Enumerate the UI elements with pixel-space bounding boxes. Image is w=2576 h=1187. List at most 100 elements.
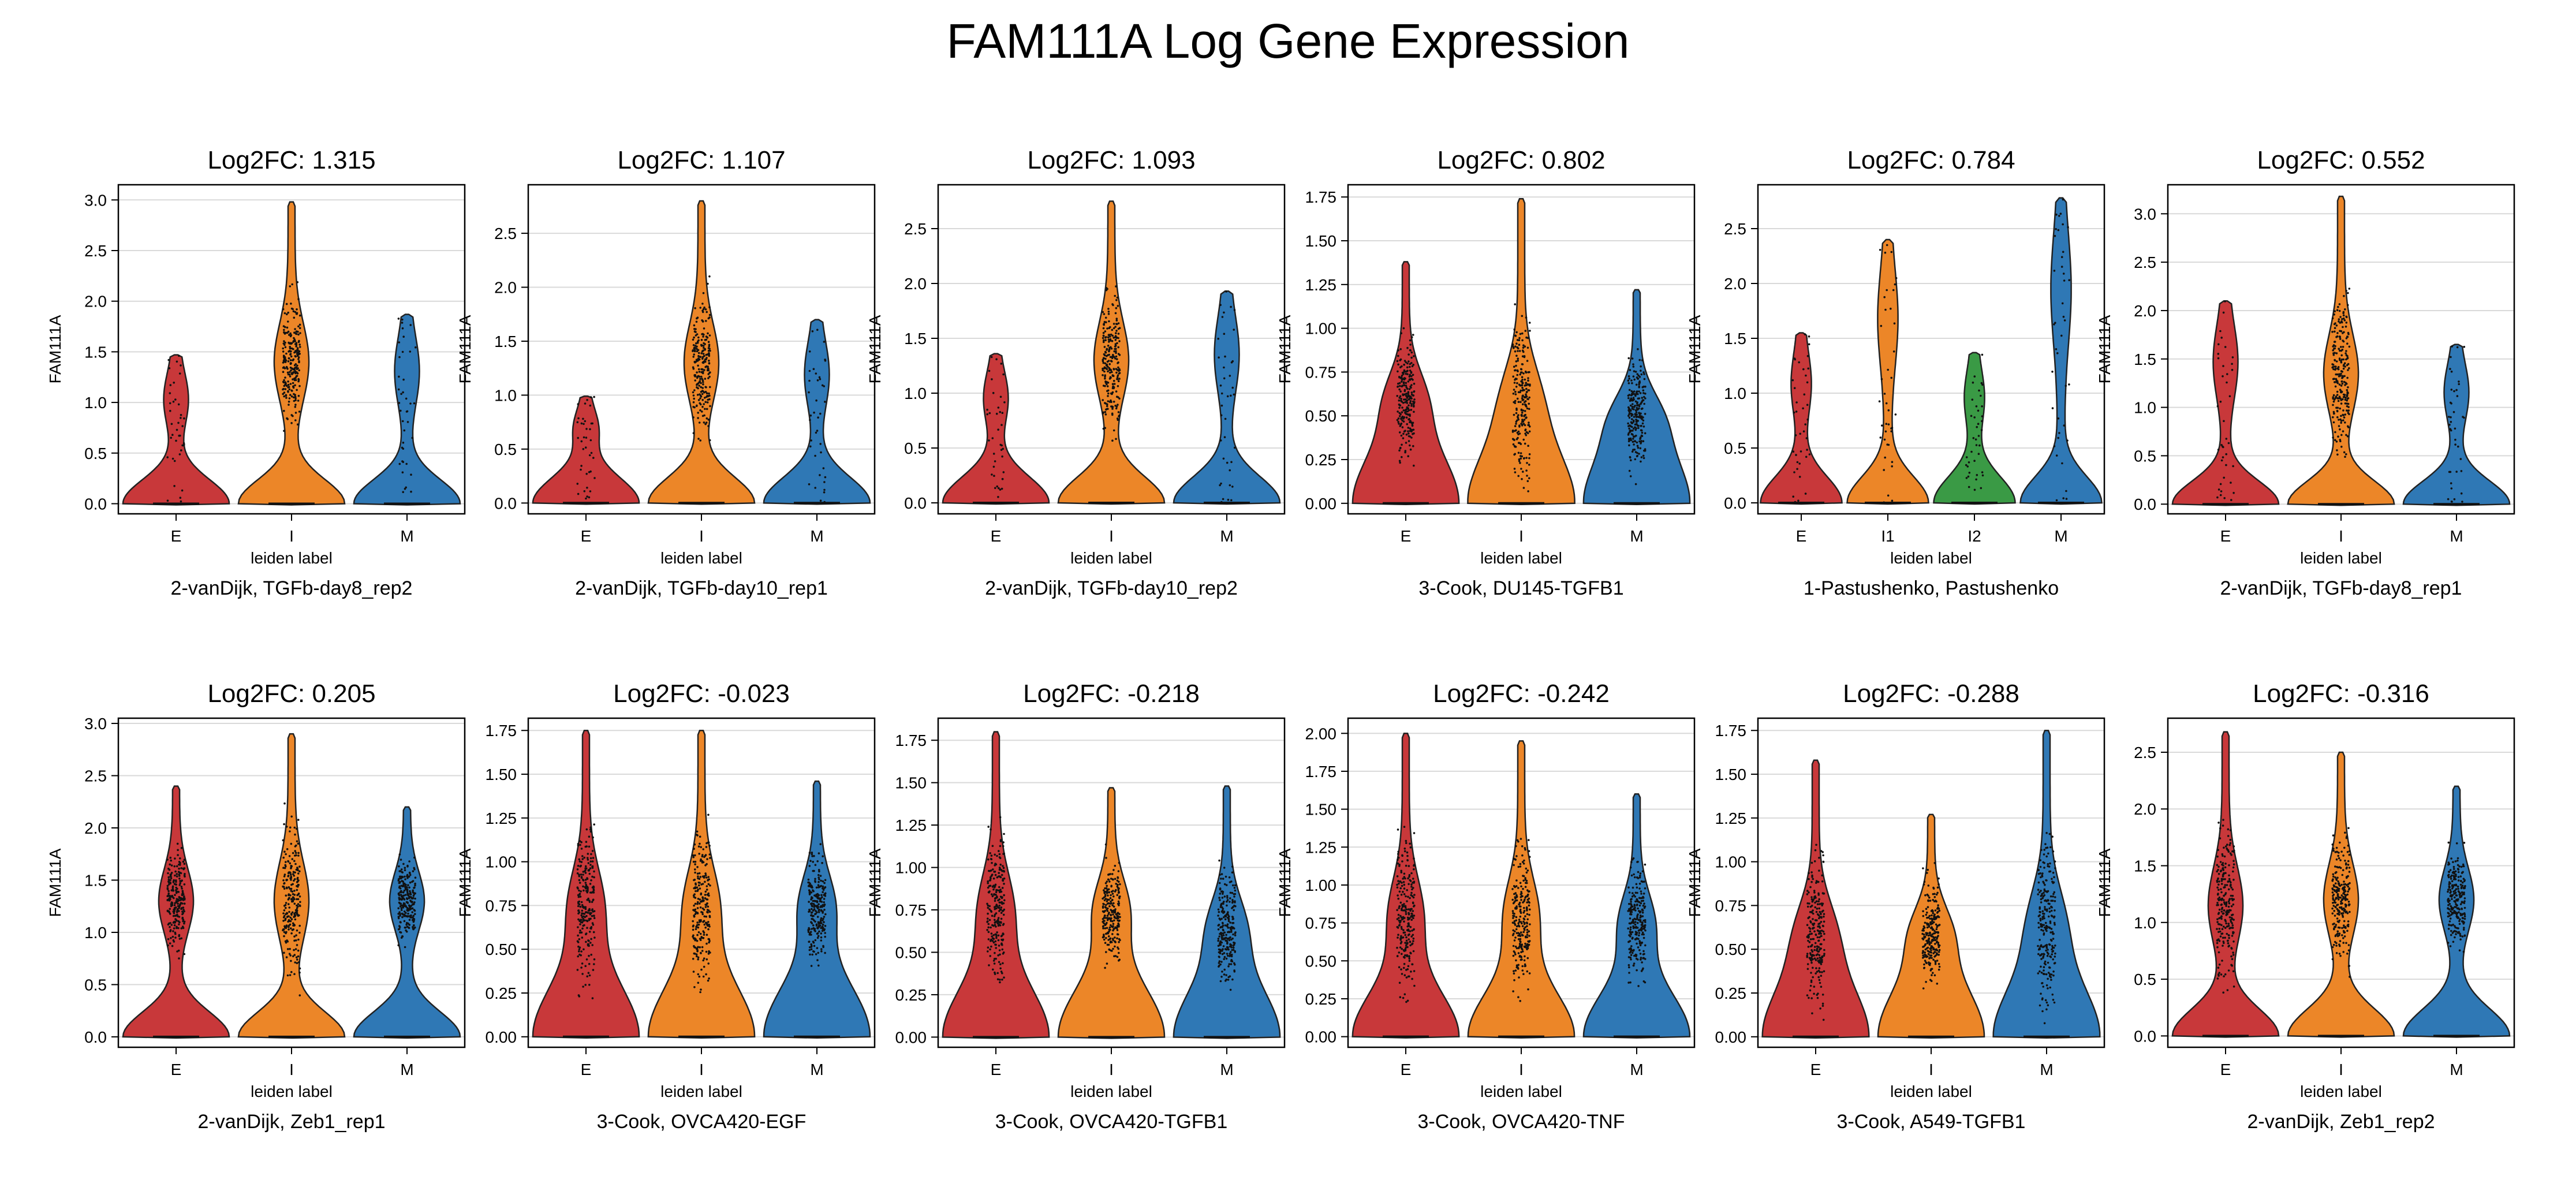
- data-point: [298, 931, 301, 934]
- data-point: [1114, 294, 1116, 297]
- data-point: [1229, 897, 1231, 899]
- data-point: [297, 955, 300, 958]
- data-point: [585, 940, 587, 943]
- data-point: [998, 886, 1000, 889]
- data-point: [290, 932, 293, 935]
- data-point: [1635, 393, 1637, 395]
- data-point: [1397, 349, 1399, 352]
- data-point: [1514, 446, 1517, 448]
- data-point: [989, 879, 992, 882]
- data-point: [1218, 956, 1220, 958]
- violin-body: [1173, 785, 1281, 1039]
- data-point: [581, 916, 584, 919]
- data-point: [1405, 842, 1408, 844]
- data-point: [692, 920, 694, 923]
- data-point: [288, 928, 290, 931]
- data-point: [296, 353, 298, 355]
- data-point: [822, 923, 824, 926]
- data-point: [1640, 373, 1643, 376]
- data-point: [293, 902, 296, 905]
- data-point: [1642, 440, 1645, 442]
- data-point: [988, 891, 990, 894]
- data-point: [1002, 845, 1005, 848]
- data-point: [178, 867, 180, 870]
- data-point: [1403, 893, 1406, 895]
- data-point: [298, 895, 301, 898]
- data-point: [817, 886, 820, 889]
- data-point: [697, 399, 700, 401]
- data-point: [999, 395, 1002, 398]
- data-point: [298, 870, 301, 872]
- data-point: [2460, 470, 2463, 472]
- data-point: [592, 899, 595, 902]
- data-point: [414, 884, 416, 887]
- data-point: [282, 920, 285, 922]
- data-point: [1229, 484, 1231, 487]
- data-point: [2344, 397, 2347, 399]
- data-point: [1404, 942, 1406, 944]
- data-point: [991, 939, 994, 942]
- x-tick-label: I1: [1881, 527, 1894, 545]
- data-point: [172, 930, 174, 932]
- data-point: [999, 967, 1002, 970]
- data-point: [590, 853, 592, 856]
- data-point: [1806, 449, 1808, 451]
- data-point: [296, 354, 299, 357]
- data-point: [1632, 365, 1635, 368]
- data-point: [998, 850, 1000, 852]
- data-point: [178, 873, 181, 876]
- data-point: [1223, 968, 1226, 971]
- data-point: [593, 958, 596, 961]
- data-point: [1632, 363, 1634, 365]
- data-point: [820, 950, 823, 953]
- data-point: [823, 909, 826, 911]
- data-point: [1637, 393, 1639, 395]
- data-point: [1886, 244, 1888, 247]
- data-point: [1219, 385, 1222, 387]
- data-point: [1103, 889, 1105, 891]
- data-point: [1003, 899, 1006, 902]
- data-point: [1115, 405, 1118, 408]
- data-point: [705, 408, 708, 410]
- data-point: [1002, 447, 1004, 450]
- data-point: [992, 465, 995, 468]
- data-point: [695, 347, 697, 349]
- data-point: [180, 886, 183, 888]
- y-tick-label: 1.75: [1305, 763, 1337, 781]
- data-point: [1516, 431, 1519, 434]
- data-point: [1883, 296, 1886, 298]
- x-tick-label: I: [699, 1061, 704, 1078]
- data-point: [2448, 423, 2451, 426]
- data-point: [1223, 333, 1226, 335]
- data-point: [1227, 965, 1230, 968]
- y-tick-label: 1.5: [2134, 350, 2156, 368]
- data-point: [578, 840, 581, 842]
- data-point: [994, 940, 997, 943]
- data-point: [1636, 404, 1638, 407]
- data-point: [1110, 878, 1112, 880]
- data-point: [297, 367, 299, 369]
- data-point: [295, 375, 298, 378]
- data-point: [702, 335, 704, 338]
- data-point: [176, 925, 178, 928]
- data-point: [820, 922, 823, 924]
- data-point: [1408, 975, 1410, 977]
- data-point: [824, 925, 827, 927]
- data-point: [697, 412, 699, 414]
- data-point: [167, 890, 170, 893]
- data-point: [283, 874, 286, 876]
- data-point: [1115, 330, 1118, 332]
- data-point: [815, 372, 817, 375]
- data-point: [811, 855, 813, 857]
- data-point: [998, 906, 1000, 909]
- data-point: [591, 901, 593, 904]
- data-point: [1402, 955, 1405, 958]
- data-point: [1632, 438, 1634, 440]
- y-tick-label: 0.5: [904, 439, 927, 457]
- y-axis-label: FAM111A: [866, 315, 884, 383]
- data-point: [1103, 899, 1106, 902]
- y-tick-label: 2.5: [2134, 253, 2156, 271]
- data-point: [991, 861, 993, 864]
- data-point: [1222, 902, 1224, 904]
